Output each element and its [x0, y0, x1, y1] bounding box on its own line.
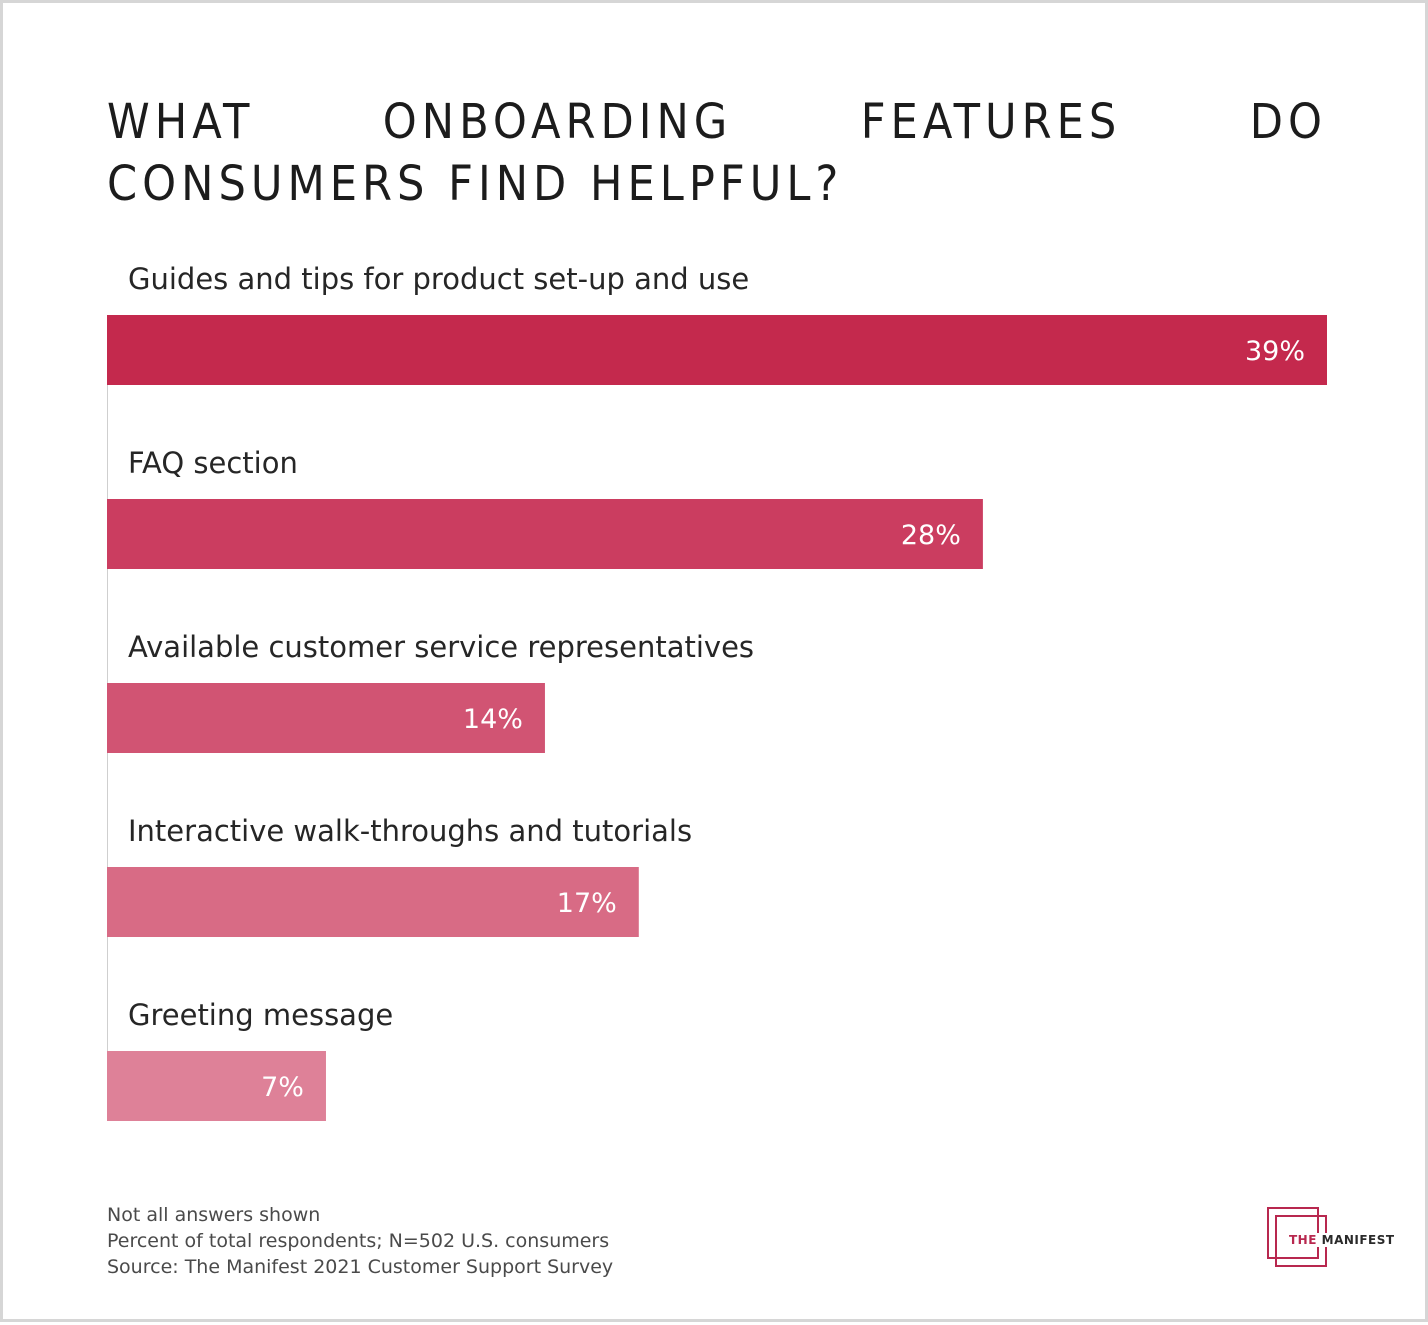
bar: [107, 1051, 326, 1121]
bars-layer: Guides and tips for product set-up and u…: [107, 262, 1327, 1121]
footnote-respondents: Percent of total respondents; N=502 U.S.…: [107, 1230, 610, 1252]
footnote-source: Source: The Manifest 2021 Customer Suppo…: [107, 1256, 614, 1278]
category-label: Available customer service representativ…: [128, 630, 754, 664]
bar: [107, 867, 639, 937]
data-label: 28%: [901, 520, 961, 551]
bar-chart: Guides and tips for product set-up and u…: [107, 262, 1327, 1121]
the-manifest-logo: THE MANIFEST: [1265, 1207, 1397, 1271]
data-label: 17%: [557, 888, 617, 919]
logo-word-manifest: MANIFEST: [1321, 1233, 1395, 1247]
category-label: Interactive walk-throughs and tutorials: [128, 814, 692, 848]
chart-title: What onboarding features do consumers fi…: [107, 94, 1327, 212]
logo-wordmark: THE MANIFEST: [1287, 1233, 1397, 1247]
logo-word-the: THE: [1289, 1233, 1317, 1247]
data-label: 14%: [463, 704, 523, 735]
category-label: Greeting message: [128, 998, 393, 1032]
data-label: 7%: [261, 1072, 304, 1103]
category-label: Guides and tips for product set-up and u…: [128, 262, 749, 296]
bar: [107, 683, 545, 753]
data-label: 39%: [1245, 336, 1305, 367]
bar: [107, 315, 1327, 385]
bar: [107, 499, 983, 569]
category-label: FAQ section: [128, 446, 298, 480]
footnote-not-all-answers: Not all answers shown: [107, 1204, 321, 1226]
footnotes: Not all answers shown Percent of total r…: [107, 1202, 613, 1280]
